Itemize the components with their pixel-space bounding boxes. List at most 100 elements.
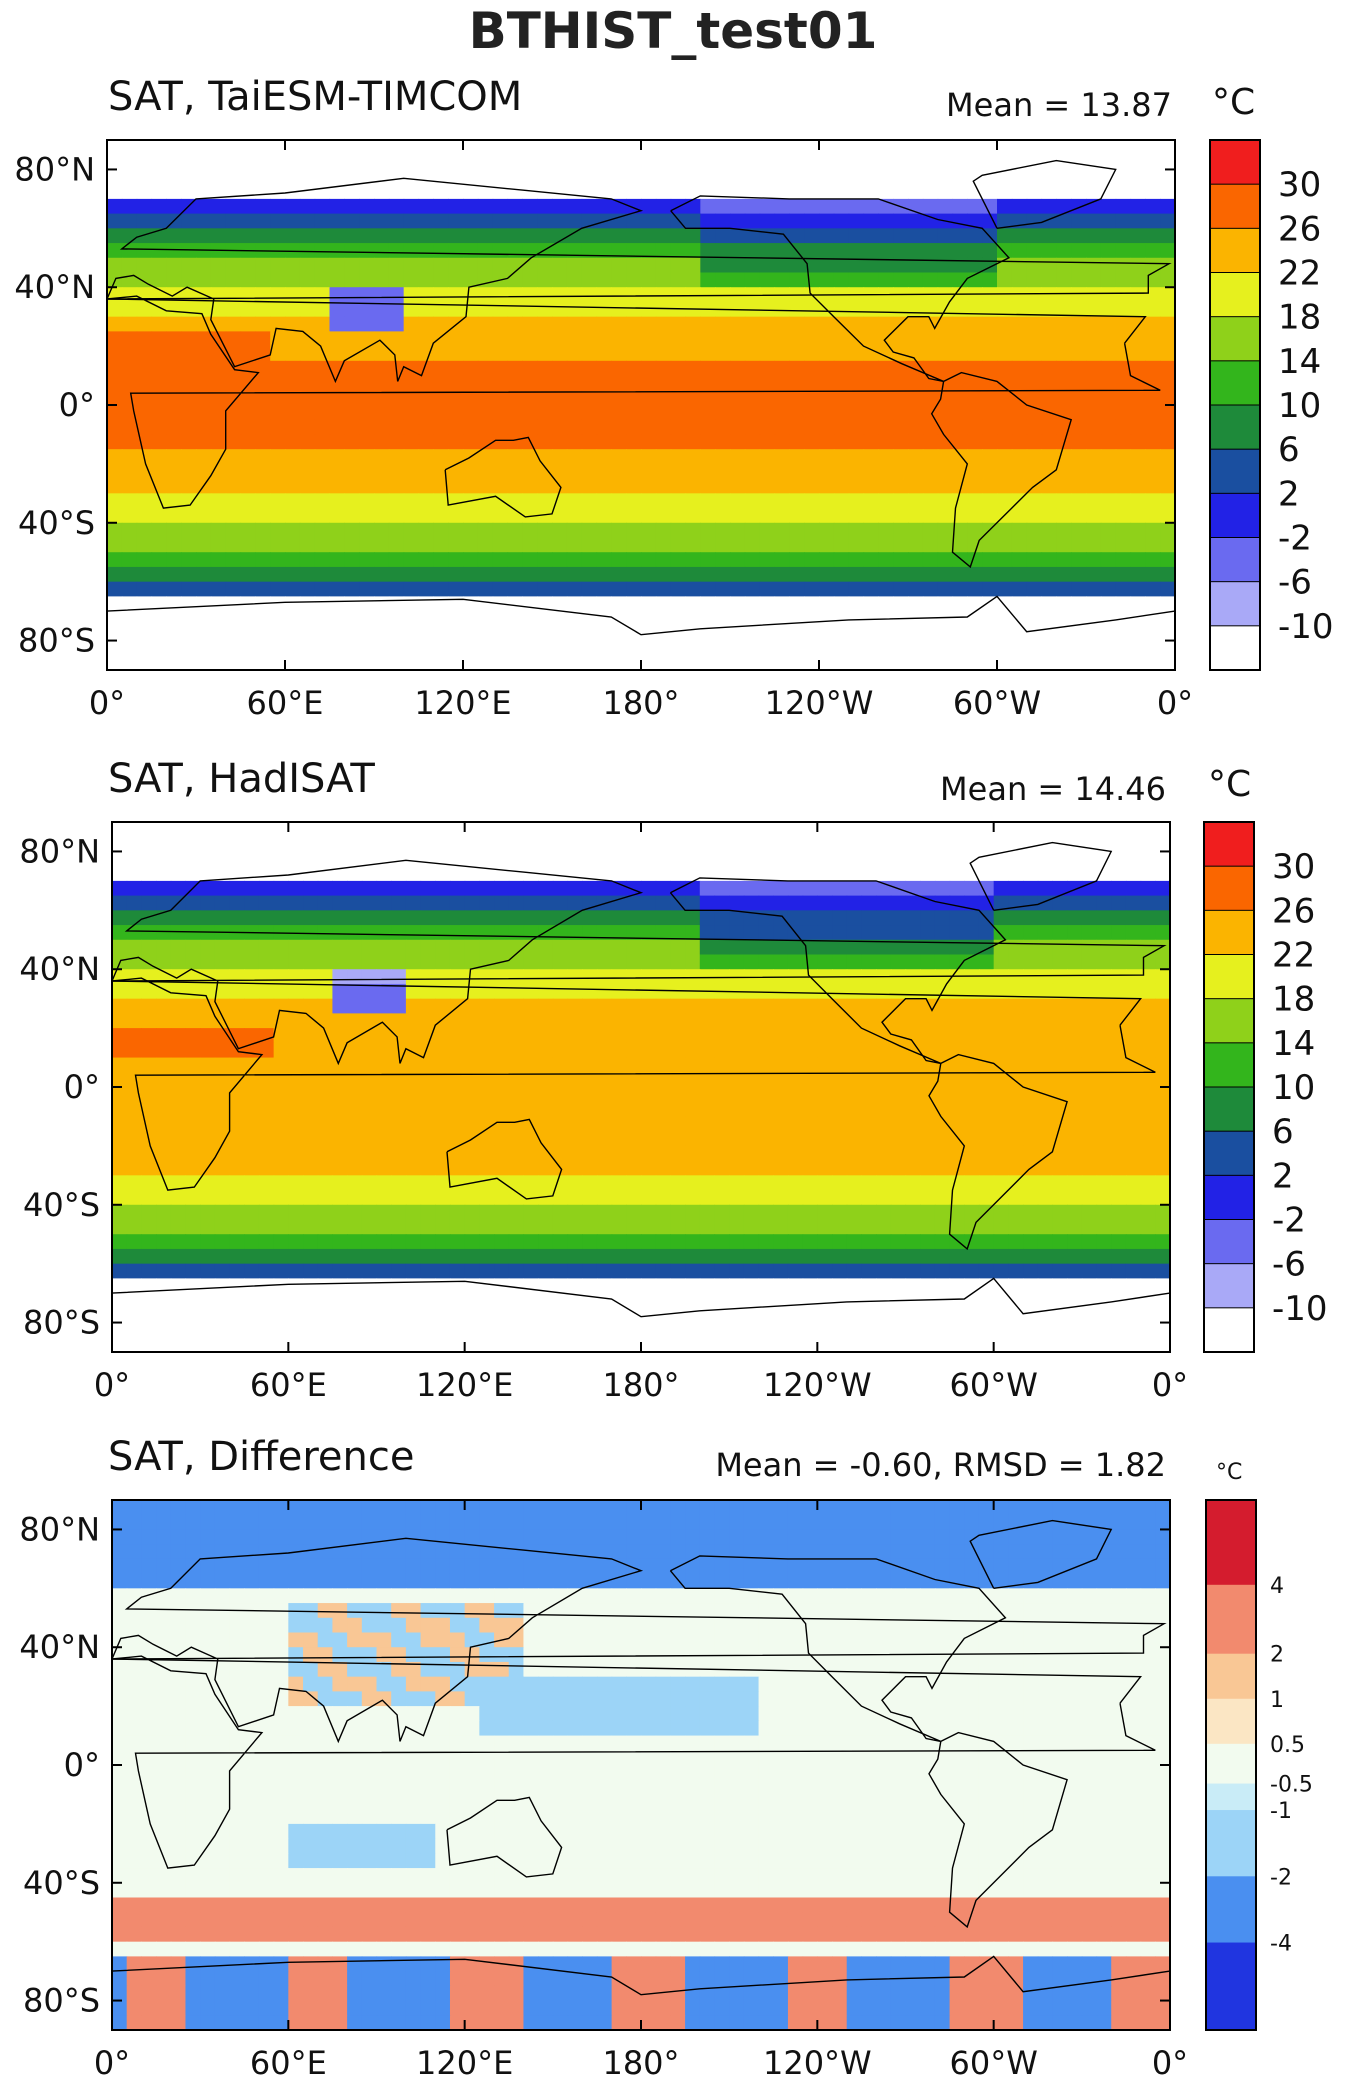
field-cell <box>244 1087 260 1103</box>
field-cell <box>388 184 405 200</box>
field-cell <box>743 1072 760 1088</box>
field-cell <box>819 434 835 450</box>
field-cell <box>126 1175 142 1191</box>
field-cell <box>1086 508 1102 524</box>
field-cell <box>817 1234 833 1250</box>
field-cell <box>787 1190 804 1206</box>
field-cell <box>214 822 231 838</box>
field-cell <box>1145 243 1161 259</box>
field-cell <box>361 969 378 985</box>
field-cell <box>1026 360 1043 377</box>
field-cell <box>344 508 360 524</box>
field-cell <box>523 969 539 985</box>
field-cell <box>655 625 672 642</box>
field-cell <box>759 272 776 288</box>
field-cell <box>773 851 789 867</box>
field-cell <box>449 1087 466 1103</box>
field-cell <box>1026 508 1043 524</box>
field-cell <box>789 198 805 215</box>
field-cell <box>329 537 345 553</box>
field-cell <box>611 1042 627 1059</box>
field-cell <box>759 419 776 436</box>
field-cell <box>121 655 138 671</box>
field-cell <box>448 213 464 229</box>
field-cell <box>463 552 479 568</box>
field-cell <box>1011 287 1028 303</box>
field-cell <box>819 463 835 480</box>
field-cell <box>1023 1101 1039 1118</box>
field-cell <box>582 1028 598 1044</box>
field-cell <box>1008 836 1024 853</box>
field-cell <box>611 243 627 259</box>
field-cell <box>433 522 449 539</box>
field-cell <box>699 1042 716 1059</box>
field-cell <box>225 228 242 244</box>
field-cell <box>1067 1278 1083 1294</box>
field-cell <box>967 213 983 229</box>
field-cell <box>774 552 790 568</box>
field-cell <box>361 1248 378 1265</box>
field-cell <box>200 1057 216 1073</box>
field-cell <box>1071 184 1087 200</box>
field-cell <box>626 1160 642 1176</box>
field-cell <box>863 493 879 509</box>
field-cell <box>1096 1042 1112 1059</box>
field-cell <box>685 228 701 244</box>
field-cell <box>789 625 805 642</box>
field-cell <box>391 1175 407 1191</box>
field-cell <box>833 184 850 200</box>
field-cell <box>596 581 612 597</box>
field-cell <box>479 1101 495 1118</box>
field-cell <box>964 822 980 838</box>
field-cell <box>861 895 877 911</box>
field-cell <box>479 866 495 882</box>
field-cell <box>626 508 642 524</box>
field-cell <box>126 1101 142 1118</box>
field-cell <box>403 640 420 656</box>
field-cell <box>596 508 612 524</box>
field-cell <box>435 880 451 897</box>
field-cell <box>258 910 275 926</box>
field-cell <box>151 508 167 524</box>
field-cell <box>403 434 420 450</box>
field-cell <box>121 625 138 642</box>
field-cell <box>303 1263 319 1279</box>
field-cell <box>670 1219 686 1235</box>
field-cell <box>185 1131 201 1147</box>
field-cell <box>952 140 968 156</box>
field-cell <box>1096 836 1112 853</box>
field-cell <box>1096 1204 1112 1221</box>
field-cell <box>376 1160 392 1176</box>
field-cell <box>978 1131 995 1147</box>
field-cell <box>1100 522 1117 539</box>
field-cell <box>1081 851 1098 867</box>
field-cell <box>347 866 363 882</box>
field-cell <box>166 522 182 539</box>
field-cell <box>934 1175 951 1191</box>
field-cell <box>200 1028 216 1044</box>
field-cell <box>121 301 138 318</box>
field-cell <box>1008 1145 1024 1162</box>
field-cell <box>314 331 331 347</box>
field-cell <box>344 169 360 185</box>
field-cell <box>729 1072 745 1088</box>
field-cell <box>1145 272 1161 288</box>
field-cell <box>626 1219 642 1235</box>
field-cell <box>374 316 390 332</box>
field-cell <box>210 581 227 597</box>
field-cell <box>126 1028 142 1044</box>
field-cell <box>285 331 301 347</box>
field-cell <box>1023 1248 1039 1265</box>
field-cell <box>388 331 405 347</box>
field-cell <box>433 655 449 671</box>
field-cell <box>952 375 968 391</box>
field-cell <box>196 198 212 215</box>
field-cell <box>670 1131 686 1147</box>
field-cell <box>494 925 510 941</box>
field-cell <box>270 169 286 185</box>
field-cell <box>1140 1028 1156 1044</box>
field-cell <box>922 243 939 259</box>
field-cell <box>714 1263 730 1279</box>
field-cell <box>1096 1248 1112 1265</box>
field-cell <box>1011 331 1028 347</box>
